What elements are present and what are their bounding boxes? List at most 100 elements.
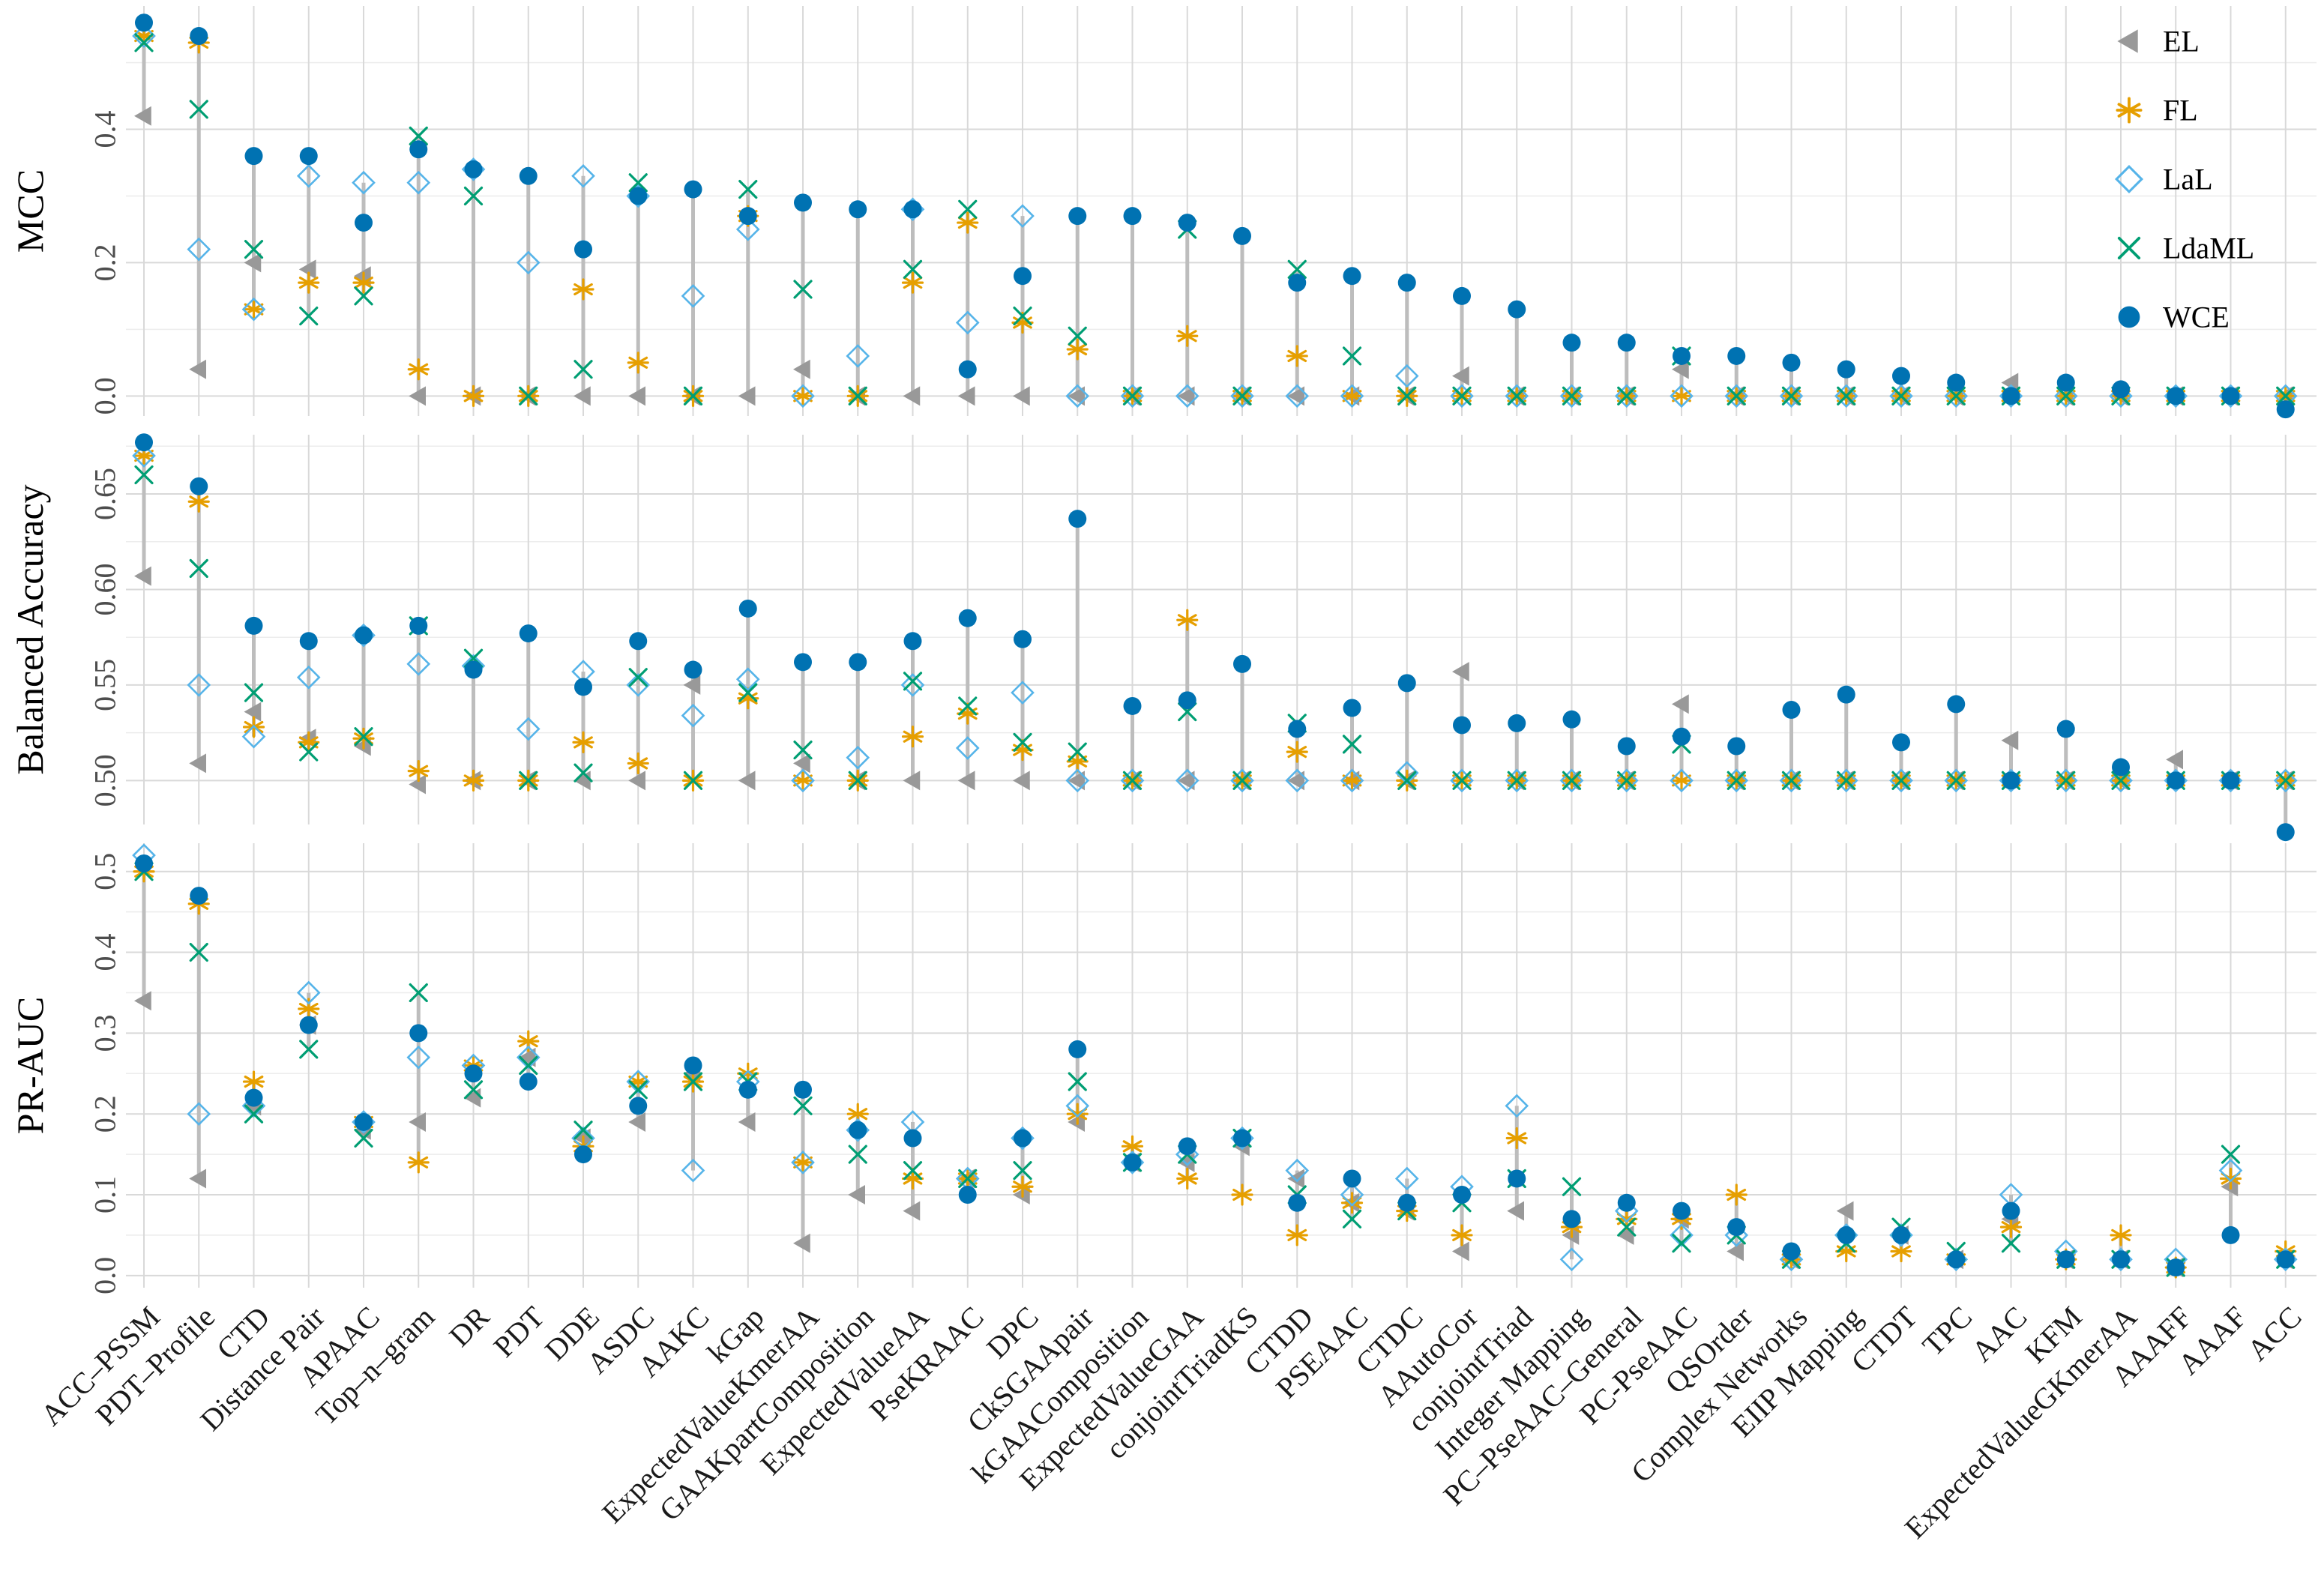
y-tick-label: 0.4 bbox=[88, 934, 122, 971]
point-el bbox=[1013, 1185, 1030, 1205]
point-wce bbox=[2167, 387, 2185, 405]
point-fl bbox=[298, 271, 320, 294]
point-lal bbox=[1724, 768, 1749, 793]
point-ldaml bbox=[1727, 386, 1746, 405]
legend-key-ldaml bbox=[2117, 236, 2141, 260]
point-lal bbox=[1670, 768, 1694, 793]
point-el bbox=[409, 774, 426, 794]
point-ldaml bbox=[1946, 771, 1966, 790]
point-wce bbox=[1727, 346, 1746, 365]
point-wce bbox=[1233, 654, 1251, 673]
panel-balanced-accuracy: 0.50 0.55 0.60 0.65 Balanced Accuracy bbox=[9, 433, 2317, 842]
legend-item-el: EL bbox=[2117, 25, 2200, 58]
point-wce bbox=[1014, 267, 1032, 286]
point-fl bbox=[462, 769, 485, 792]
point-ldaml bbox=[793, 1096, 813, 1116]
point-wce bbox=[629, 632, 648, 651]
point-el bbox=[628, 386, 645, 406]
point-ldaml bbox=[2111, 771, 2131, 790]
point-wce bbox=[244, 616, 263, 635]
point-ldaml bbox=[2001, 1234, 2021, 1253]
point-lal bbox=[1779, 768, 1804, 793]
point-wce bbox=[1453, 1186, 1471, 1204]
point-el bbox=[189, 1169, 206, 1189]
point-ldaml bbox=[683, 771, 703, 790]
point-fl bbox=[1670, 769, 1693, 792]
point-el bbox=[1452, 366, 1469, 386]
point-wce bbox=[1947, 1250, 1966, 1269]
point-wce bbox=[1123, 1153, 1142, 1172]
point-ldaml bbox=[628, 173, 648, 193]
legend: EL FL LaL LdaML WCE bbox=[2114, 25, 2254, 334]
legend-key-lal bbox=[2114, 164, 2144, 194]
point-ldaml bbox=[2276, 386, 2296, 405]
point-lal bbox=[571, 163, 595, 188]
x-tick-label: PDT bbox=[487, 1300, 550, 1363]
point-el bbox=[1452, 1241, 1469, 1261]
point-ldaml bbox=[848, 1145, 867, 1164]
point-fl bbox=[901, 271, 924, 294]
point-wce bbox=[2276, 400, 2295, 419]
legend-item-lal: LaL bbox=[2114, 163, 2213, 196]
point-ldaml bbox=[1562, 1177, 1582, 1196]
point-ldaml bbox=[738, 179, 758, 199]
point-ldaml bbox=[244, 683, 264, 702]
point-lal bbox=[1394, 1166, 1419, 1191]
point-lal bbox=[516, 717, 541, 741]
point-wce bbox=[2002, 771, 2020, 790]
point-wce bbox=[1947, 373, 1966, 392]
point-lal bbox=[187, 673, 211, 697]
point-ldaml bbox=[299, 306, 319, 326]
point-ldaml bbox=[2056, 771, 2076, 790]
point-wce bbox=[2167, 1258, 2185, 1277]
point-wce bbox=[1508, 300, 1526, 319]
point-wce bbox=[1617, 737, 1636, 756]
point-ldaml bbox=[2221, 1145, 2241, 1164]
point-wce bbox=[849, 200, 867, 219]
point-ldaml bbox=[1342, 735, 1362, 754]
point-ldaml bbox=[1562, 386, 1582, 405]
point-wce bbox=[903, 200, 922, 219]
point-ldaml bbox=[958, 199, 978, 219]
point-lal bbox=[2053, 384, 2078, 408]
point-wce bbox=[1673, 346, 1691, 365]
point-fl bbox=[846, 1103, 869, 1125]
point-lal bbox=[791, 768, 815, 793]
point-ldaml bbox=[2276, 771, 2296, 790]
point-wce bbox=[1782, 701, 1801, 720]
point-ldaml bbox=[1507, 771, 1526, 790]
point-ldaml bbox=[409, 983, 428, 1003]
point-lal bbox=[1779, 384, 1804, 408]
point-lal bbox=[1230, 384, 1254, 408]
point-ldaml bbox=[903, 672, 923, 691]
point-ldaml bbox=[1837, 386, 1856, 405]
point-fl bbox=[407, 1151, 430, 1174]
point-wce bbox=[684, 180, 702, 199]
point-ldaml bbox=[793, 740, 813, 760]
point-wce bbox=[684, 1056, 702, 1075]
point-ldaml bbox=[189, 558, 208, 579]
point-wce bbox=[1837, 1225, 1855, 1244]
point-ldaml bbox=[738, 683, 758, 702]
point-ldaml bbox=[134, 465, 154, 485]
point-wce bbox=[464, 1064, 483, 1083]
point-fl bbox=[572, 731, 594, 753]
point-fl bbox=[1340, 769, 1364, 792]
point-wce bbox=[1123, 696, 1142, 715]
point-wce bbox=[794, 653, 812, 672]
point-lal bbox=[296, 163, 321, 188]
point-fl bbox=[407, 358, 430, 381]
point-wce bbox=[1892, 733, 1910, 752]
point-lal bbox=[187, 1102, 211, 1127]
point-ldaml bbox=[354, 1128, 373, 1148]
point-wce bbox=[1343, 267, 1361, 286]
point-fl bbox=[792, 769, 814, 792]
point-wce bbox=[1673, 727, 1691, 746]
point-el bbox=[793, 1233, 810, 1253]
point-el bbox=[1068, 1112, 1085, 1132]
point-lal bbox=[2053, 768, 2078, 793]
point-el bbox=[574, 386, 591, 406]
point-fl bbox=[627, 752, 649, 775]
point-el bbox=[848, 1185, 865, 1205]
